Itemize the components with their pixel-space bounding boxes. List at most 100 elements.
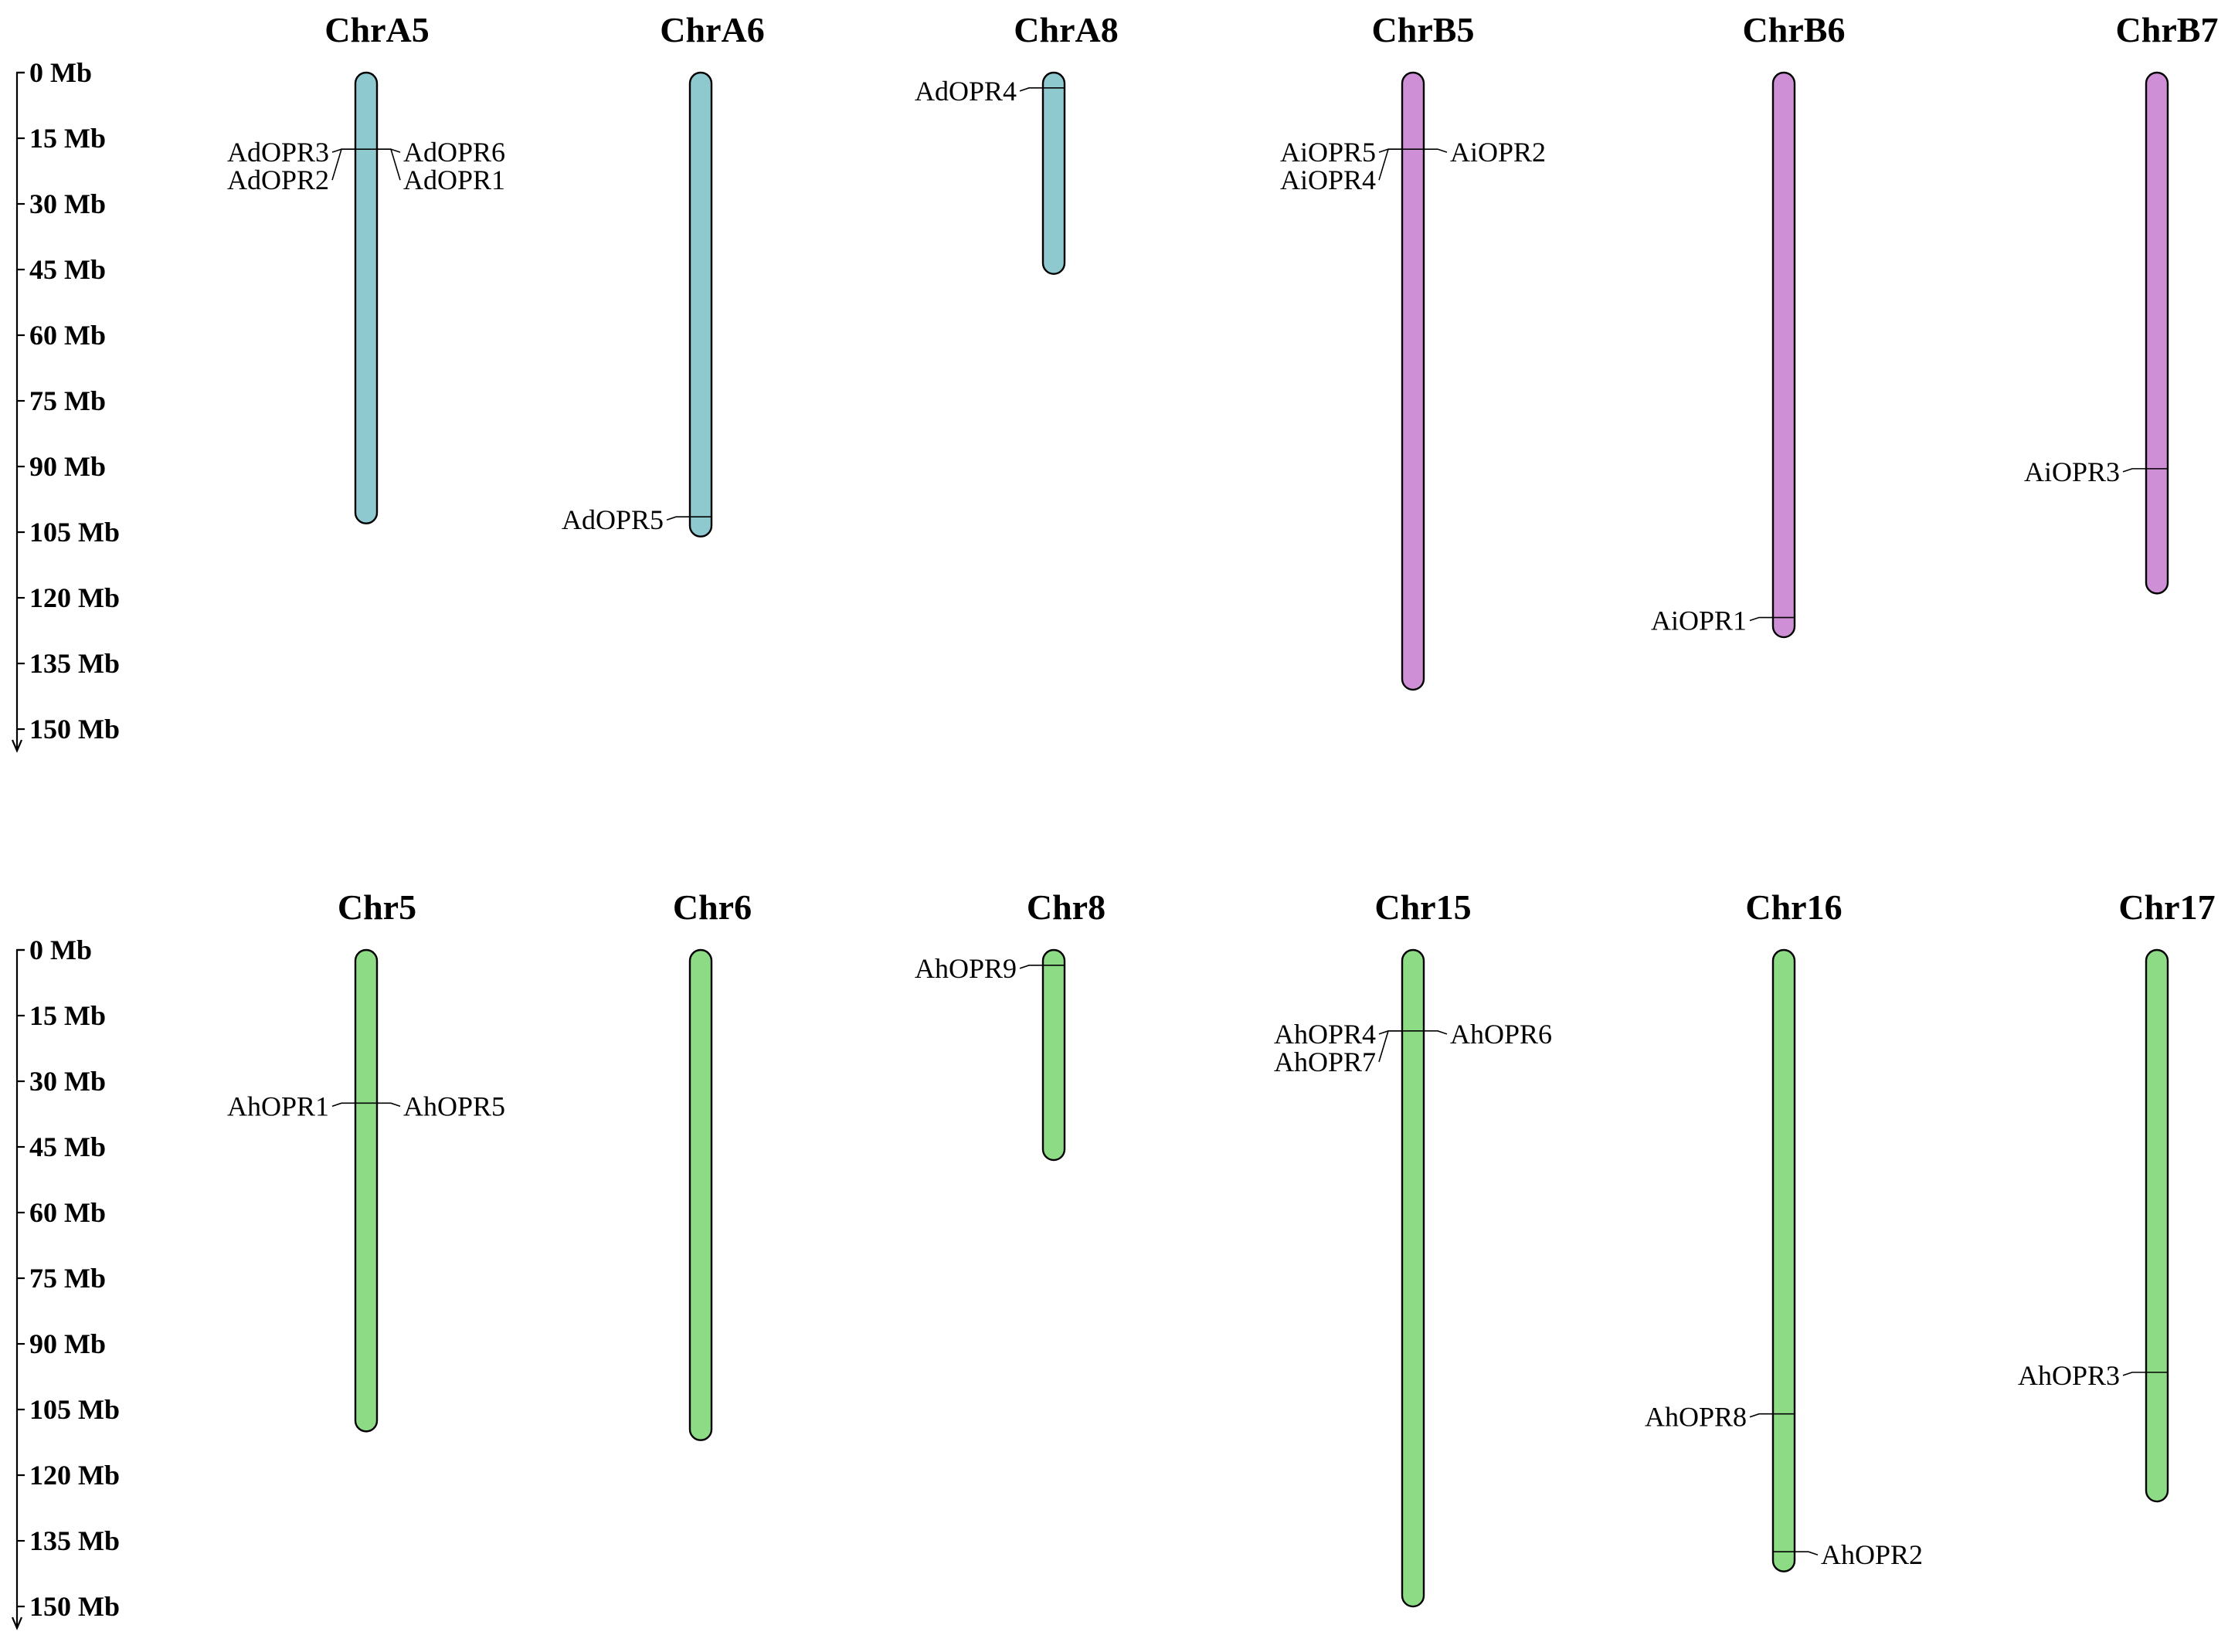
gene-label: AhOPR4 [1274,1019,1376,1050]
gene-leader [1019,965,1043,969]
chromosome-title: Chr5 [338,887,416,927]
chromosome-chr8: Chr8 AhOPR9 [915,887,1106,1162]
chromosome-chr6: Chr6 [673,887,752,1441]
gene-leader [331,1102,355,1108]
scale-tick-label: 90 Mb [29,451,106,482]
scale-tick-label: 150 Mb [29,714,120,745]
gene-label: AiOPR5 [1280,137,1376,168]
gene-label: AiOPR3 [2024,456,2120,487]
chromosome-bar [688,71,713,538]
chromosome-bar [688,948,713,1441]
chromosome-chrb7: ChrB7 AiOPR3 [2024,10,2219,595]
gene-leader [1424,148,1448,153]
scale-tick-label: 75 Mb [29,385,106,416]
scale-axis-arrow-icon [11,739,23,753]
gene-leader [2122,1372,2146,1376]
chromosome-chr17: Chr17 AhOPR3 [2018,887,2216,1503]
chromosome-bar [1401,71,1425,691]
scale-axis-line [15,71,25,751]
scale-tick-label: 120 Mb [29,1460,120,1491]
gene-label: AhOPR2 [1821,1539,1923,1570]
gene-label: AhOPR1 [227,1091,329,1121]
scale-tick-label: 45 Mb [29,1131,106,1162]
chromosome-bar [1771,948,1796,1572]
gene-label: AhOPR6 [1450,1019,1552,1050]
chromosome-chra8: ChrA8 AdOPR4 [915,10,1119,275]
gene-label: AhOPR5 [403,1091,505,1121]
scale-tick-label: 15 Mb [29,123,106,154]
chromosome-title: Chr8 [1027,887,1106,927]
chromosome-title: Chr15 [1374,887,1471,927]
gene-leader [377,1102,401,1108]
chromosome-chrb6: ChrB6 AiOPR1 [1651,10,1846,639]
gene-label: AdOPR1 [403,165,505,195]
chromosome-chra6: ChrA6 AdOPR5 [562,10,765,538]
gene-leader [1019,87,1043,92]
scale-tick-label: 105 Mb [29,517,120,548]
scale-tick-label: 135 Mb [29,648,120,679]
chromosome-bar [1041,71,1066,275]
gene-leader [666,516,690,521]
chromosome-bar [1771,71,1796,639]
gene-label: AiOPR1 [1651,606,1747,636]
chromosome-title: Chr16 [1745,887,1842,927]
gene-leader [1749,1413,1773,1418]
panel-2: 0 Mb 15 Mb 30 Mb 45 Mb 60 Mb 75 Mb 90 Mb 105 Mb… [11,887,2216,1630]
gene-label: AiOPR4 [1280,165,1376,195]
chromosome-bar [1041,948,1066,1162]
gene-label: AhOPR9 [915,953,1017,984]
gene-leader [1795,1551,1819,1555]
gene-label: AiOPR2 [1450,137,1546,168]
scale-tick-label: 75 Mb [29,1263,106,1294]
gene-label: AdOPR5 [562,504,664,535]
chromosome-bar [2145,948,2169,1503]
scale-tick-label: 135 Mb [29,1525,120,1556]
gene-label: AdOPR4 [915,76,1017,107]
scale-tick-label: 45 Mb [29,254,106,285]
scale-tick-label: 0 Mb [29,57,92,88]
scale-tick-label: 150 Mb [29,1591,120,1622]
gene-label: AdOPR3 [227,137,329,168]
chromosome-bar [354,948,379,1433]
scale-tick-label: 60 Mb [29,1197,106,1228]
scale-axis-arrow-icon [11,1616,23,1630]
gene-leader [1378,148,1402,181]
scale-tick-label: 0 Mb [29,935,92,965]
chromosome-bar [1401,948,1425,1608]
gene-leader [1424,1030,1448,1035]
scale-tick-label: 105 Mb [29,1394,120,1425]
gene-label: AhOPR8 [1645,1402,1747,1433]
gene-leader [2122,468,2146,473]
chromosome-title: Chr17 [2118,887,2215,927]
chromosome-title: ChrA8 [1014,10,1118,49]
chromosome-title: ChrA5 [324,10,429,49]
chromosome-title: ChrB6 [1743,10,1846,49]
gene-label: AdOPR2 [227,165,329,195]
scale-tick-label: 30 Mb [29,1066,106,1097]
scale-axis-line [15,948,25,1629]
chromosome-title: ChrA6 [660,10,764,49]
gene-label: AhOPR3 [2018,1360,2120,1391]
gene-leader [1378,1030,1402,1063]
chromosome-chr16: Chr16 AhOPR8 AhOPR2 [1645,887,1923,1572]
gene-label: AdOPR6 [403,137,505,168]
chromosome-title: ChrB7 [2116,10,2219,49]
chromosome-chr5: Chr5 AhOPR1 AhOPR5 [227,887,505,1433]
scale-tick-label: 15 Mb [29,1000,106,1031]
scale-tick-label: 90 Mb [29,1328,106,1359]
scale-tick-label: 30 Mb [29,188,106,219]
gene-leader [331,148,355,181]
panel-1: 0 Mb 15 Mb 30 Mb 45 Mb 60 Mb 75 Mb 90 Mb 105 Mb… [11,10,2219,753]
gene-label: AhOPR7 [1274,1046,1376,1077]
scale-tick-label: 120 Mb [29,582,120,613]
gene-leader [377,148,401,181]
chromosome-title: Chr6 [673,887,752,927]
chromosome-title: ChrB5 [1372,10,1475,49]
chromosome-bar [354,71,379,524]
scale-tick-label: 60 Mb [29,320,106,351]
chromosome-bar [2145,71,2169,595]
